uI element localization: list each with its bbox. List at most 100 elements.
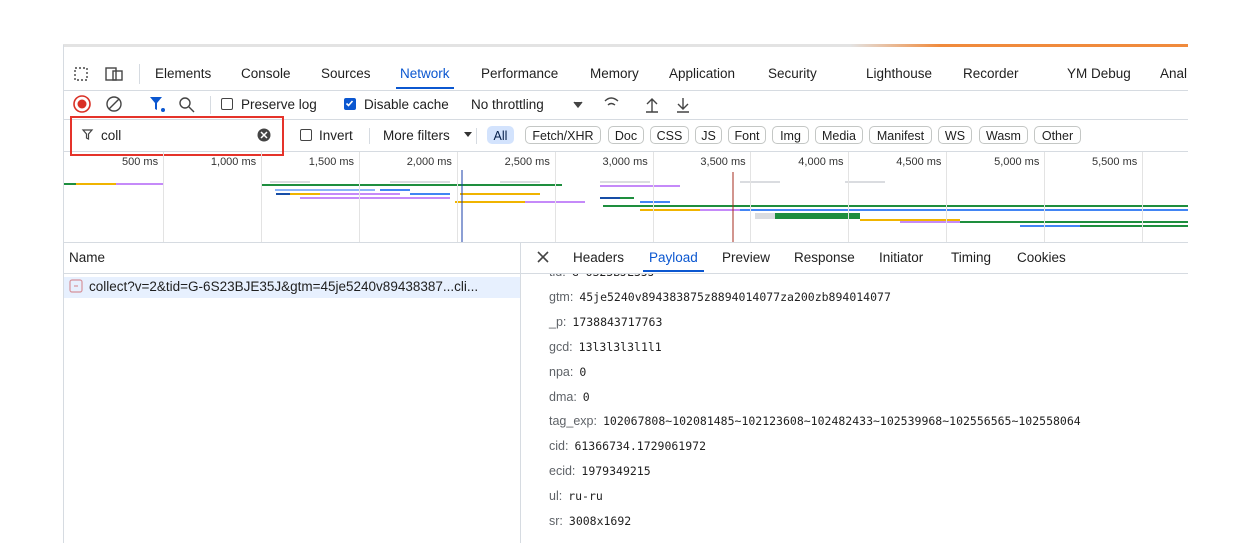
panel-tab[interactable]: YM Debug [1067, 66, 1131, 81]
tab-underline [643, 270, 704, 272]
top-strip [63, 44, 1188, 47]
payload-value: ru-ru [568, 489, 603, 504]
payload-key: cid: [549, 439, 569, 454]
close-icon[interactable] [537, 251, 549, 263]
type-filter-chip[interactable]: WS [938, 126, 972, 144]
type-filter-chip[interactable]: All [487, 126, 514, 144]
checkbox-label: Invert [319, 128, 353, 143]
timeline-grid-line [848, 152, 850, 242]
details-tab[interactable]: Response [794, 250, 855, 265]
checkbox[interactable] [221, 98, 233, 110]
timeline-tick-label: 4,000 ms [798, 156, 844, 168]
timeline-tick-label: 2,000 ms [406, 156, 452, 168]
panel-tab[interactable]: Memory [590, 66, 639, 81]
device-icon[interactable] [105, 67, 117, 81]
search-icon[interactable] [179, 97, 191, 109]
type-filter-chip[interactable]: Fetch/XHR [525, 126, 601, 144]
type-filter-chip[interactable]: Doc [608, 126, 644, 144]
details-tab[interactable]: Cookies [1017, 250, 1066, 265]
panel-tab[interactable]: Console [241, 66, 291, 81]
timeline-tick-label: 5,500 ms [1092, 156, 1138, 168]
more-filters-arrow[interactable] [464, 132, 472, 137]
payload-value: G-6S23BJE35J [572, 274, 655, 279]
timeline-grid-line [1142, 152, 1143, 242]
payload-key: _p: [549, 314, 567, 329]
type-filter-chip[interactable]: Media [815, 126, 863, 144]
payload-row: dma: 0 [549, 388, 590, 406]
payload-key: tag_exp: [549, 414, 597, 429]
inspect-icon[interactable] [74, 67, 88, 81]
payload-value: 3008x1692 [568, 514, 632, 528]
filter-icon[interactable] [150, 97, 162, 110]
network-conditions-icon[interactable] [604, 97, 619, 106]
timeline-grid-line [260, 152, 262, 242]
panel-tab[interactable]: Security [768, 66, 817, 81]
panel-tab[interactable]: Lighthouse [866, 66, 933, 81]
payload-key: sr: [549, 514, 563, 528]
panel-tab[interactable]: Network [400, 66, 450, 81]
import-icon[interactable] [646, 98, 658, 113]
details-tab[interactable]: Headers [573, 250, 625, 265]
filter-input-text[interactable]: coll [101, 128, 122, 143]
tab-underline [396, 87, 454, 89]
record-icon[interactable] [73, 95, 91, 113]
type-filter-chip[interactable]: JS [695, 126, 722, 144]
checkbox[interactable] [344, 98, 356, 110]
type-filter-chip[interactable]: Img [772, 126, 809, 144]
highlight-box [70, 116, 284, 156]
payload-key: ecid: [549, 464, 576, 479]
timeline-grid-line [750, 152, 752, 242]
device-icon-2 [112, 70, 123, 81]
panel-tab[interactable]: Performance [481, 66, 559, 81]
clear-icon[interactable] [106, 96, 122, 112]
timeline-grid-line [946, 152, 948, 242]
payload-value: 0 [579, 364, 587, 379]
timeline-tick-label: 500 ms [122, 156, 159, 168]
more-filters[interactable]: More filters [383, 128, 450, 143]
timeline-tick-label: 1,500 ms [308, 156, 355, 168]
timeline-tick-label: 3,000 ms [602, 156, 648, 168]
timeline-grid-line [554, 152, 556, 242]
request-name[interactable]: collect?v=2&tid=G-6S23BJE35J&gtm=45je524… [89, 279, 479, 294]
payload-row: cid: 61366734.1729061972 [549, 437, 706, 455]
checkbox[interactable] [300, 129, 312, 141]
payload-row: ecid: 1979349215 [549, 462, 651, 480]
details-tab[interactable]: Timing [951, 250, 992, 265]
payload-key: dma: [549, 389, 577, 404]
timeline-tick-label: 1,000 ms [210, 156, 257, 168]
type-filter-chip[interactable]: Other [1034, 126, 1081, 144]
type-filter-chip[interactable]: Manifest [869, 126, 932, 144]
timeline-grid-line [163, 152, 164, 242]
payload-row: sr: 3008x1692 [549, 512, 631, 530]
panel-tab[interactable]: Sources [321, 66, 371, 81]
payload-row: ul: ru-ru [549, 487, 603, 505]
timeline-grid-line [652, 152, 654, 242]
type-filter-chip[interactable]: Font [728, 126, 766, 144]
details-tab[interactable]: Payload [649, 250, 698, 265]
panel-tab[interactable]: Elements [155, 66, 212, 81]
payload-key: gcd: [549, 339, 573, 354]
payload-value: 0 [582, 389, 590, 404]
panel-tab[interactable]: Application [669, 66, 736, 81]
type-filter-chip[interactable]: CSS [650, 126, 689, 144]
panel-tab[interactable]: Recorder [963, 66, 1019, 81]
payload-row: _p: 1738843717763 [549, 313, 662, 331]
payload-row: gcd: 13l3l3l3l1l1 [549, 338, 662, 356]
details-tab[interactable]: Initiator [879, 250, 924, 265]
payload-value: 1979349215 [581, 464, 651, 479]
dropdown-arrow[interactable] [573, 101, 583, 109]
throttling-select[interactable]: No throttling [471, 97, 544, 112]
panel-tab[interactable]: Anal [1160, 66, 1188, 81]
timeline-overview [64, 170, 1188, 242]
filter-input-icon [81, 129, 94, 140]
timeline-tick-label: 4,500 ms [896, 156, 942, 168]
payload-pane: tid: G-6S23BJE35J gtm: 45je5240v894383875z8… [521, 274, 1188, 543]
payload-value: 1738843717763 [572, 314, 663, 329]
checkbox-label: Preserve log [241, 97, 317, 112]
payload-key: tid: [549, 274, 566, 279]
export-icon[interactable] [677, 98, 689, 113]
type-filter-chip[interactable]: Wasm [979, 126, 1028, 144]
details-tab[interactable]: Preview [722, 250, 771, 265]
